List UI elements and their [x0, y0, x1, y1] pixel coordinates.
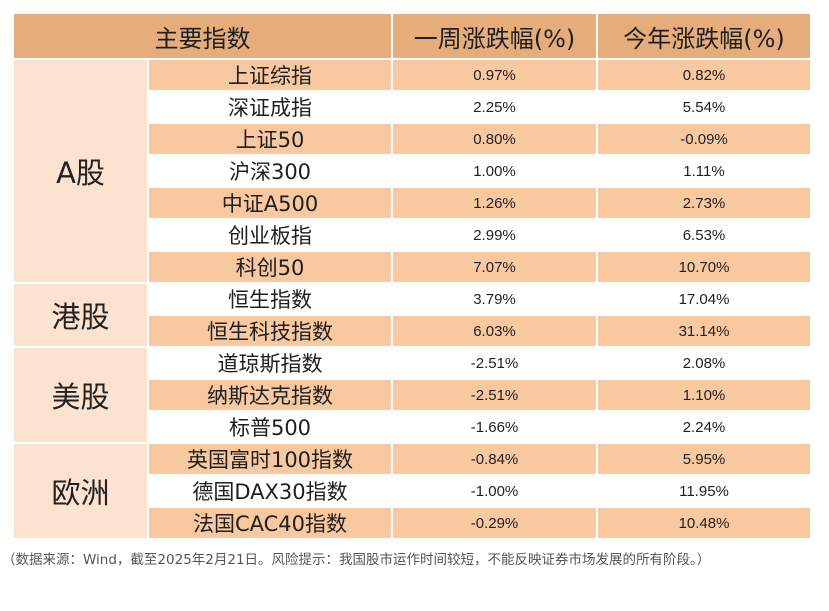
- ytd-change-cell: 1.11%: [597, 155, 812, 188]
- ytd-change-cell: -0.09%: [597, 123, 812, 156]
- index-name-cell: 上证综指: [148, 59, 393, 92]
- index-name-cell: 恒生科技指数: [148, 315, 393, 348]
- market-group-label: 欧洲: [14, 443, 149, 540]
- ytd-change-cell: 31.14%: [597, 315, 812, 348]
- market-group-label: 美股: [14, 347, 149, 444]
- ytd-change-cell: 2.24%: [597, 411, 812, 444]
- table-body: A股 上证综指 0.97% 0.82% 深证成指 2.25% 5.54% 上证50 0.80% -…: [14, 59, 812, 540]
- index-name-cell: 深证成指: [148, 91, 393, 124]
- market-group-label: A股: [14, 59, 149, 284]
- index-name-cell: 沪深300: [148, 155, 393, 188]
- weekly-change-cell: -0.84%: [392, 443, 598, 476]
- header-weekly-change: 一周涨跌幅(%): [392, 14, 598, 60]
- index-name-cell: 法国CAC40指数: [148, 507, 393, 540]
- table-row: 标普500 -1.66% 2.24%: [14, 411, 812, 444]
- index-name-cell: 标普500: [148, 411, 393, 444]
- index-name-cell: 纳斯达克指数: [148, 379, 393, 412]
- ytd-change-cell: 11.95%: [597, 475, 812, 508]
- ytd-change-cell: 0.82%: [597, 59, 812, 92]
- index-name-cell: 英国富时100指数: [148, 443, 393, 476]
- weekly-change-cell: -2.51%: [392, 347, 598, 380]
- weekly-change-cell: -2.51%: [392, 379, 598, 412]
- market-group-label: 港股: [14, 283, 149, 348]
- header-index: 主要指数: [14, 14, 393, 60]
- table-header-row: 主要指数 一周涨跌幅(%) 今年涨跌幅(%): [14, 14, 812, 60]
- ytd-change-cell: 2.73%: [597, 187, 812, 220]
- weekly-change-cell: -1.66%: [392, 411, 598, 444]
- index-performance-table: 主要指数 一周涨跌幅(%) 今年涨跌幅(%) A股 上证综指 0.97% 0.82% 深…: [14, 14, 812, 540]
- ytd-change-cell: 10.48%: [597, 507, 812, 540]
- table-row: 纳斯达克指数 -2.51% 1.10%: [14, 379, 812, 412]
- weekly-change-cell: 0.97%: [392, 59, 598, 92]
- ytd-change-cell: 2.08%: [597, 347, 812, 380]
- table-row: 恒生科技指数 6.03% 31.14%: [14, 315, 812, 348]
- table-row: A股 上证综指 0.97% 0.82%: [14, 59, 812, 284]
- footnote: （数据来源：Wind，截至2025年2月21日。风险提示：我国股市运作时间较短，…: [2, 552, 711, 568]
- index-name-cell: 创业板指: [148, 219, 393, 252]
- index-name-cell: 科创50: [148, 251, 393, 284]
- header-ytd-change: 今年涨跌幅(%): [597, 14, 812, 60]
- weekly-change-cell: 0.80%: [392, 123, 598, 156]
- table-row: 德国DAX30指数 -1.00% 11.95%: [14, 475, 812, 508]
- index-name-cell: 德国DAX30指数: [148, 475, 393, 508]
- table-row: 美股 道琼斯指数 -2.51% 2.08%: [14, 347, 812, 444]
- ytd-change-cell: 6.53%: [597, 219, 812, 252]
- index-name-cell: 上证50: [148, 123, 393, 156]
- table-row: 创业板指 2.99% 6.53%: [14, 219, 812, 252]
- table-row: 科创50 7.07% 10.70%: [14, 251, 812, 284]
- ytd-change-cell: 17.04%: [597, 283, 812, 316]
- ytd-change-cell: 10.70%: [597, 251, 812, 284]
- weekly-change-cell: 6.03%: [392, 315, 598, 348]
- table-row: 上证50 0.80% -0.09%: [14, 123, 812, 156]
- table-row: 法国CAC40指数 -0.29% 10.48%: [14, 507, 812, 540]
- weekly-change-cell: 7.07%: [392, 251, 598, 284]
- weekly-change-cell: -0.29%: [392, 507, 598, 540]
- table-row: 中证A500 1.26% 2.73%: [14, 187, 812, 220]
- weekly-change-cell: 3.79%: [392, 283, 598, 316]
- index-name-cell: 恒生指数: [148, 283, 393, 316]
- ytd-change-cell: 5.54%: [597, 91, 812, 124]
- index-name-cell: 道琼斯指数: [148, 347, 393, 380]
- ytd-change-cell: 1.10%: [597, 379, 812, 412]
- table-row: 深证成指 2.25% 5.54%: [14, 91, 812, 124]
- table-row: 港股 恒生指数 3.79% 17.04%: [14, 283, 812, 348]
- index-name-cell: 中证A500: [148, 187, 393, 220]
- table-row: 沪深300 1.00% 1.11%: [14, 155, 812, 188]
- index-performance-table-wrap: 主要指数 一周涨跌幅(%) 今年涨跌幅(%) A股 上证综指 0.97% 0.82% 深…: [14, 14, 812, 540]
- weekly-change-cell: 1.26%: [392, 187, 598, 220]
- weekly-change-cell: -1.00%: [392, 475, 598, 508]
- weekly-change-cell: 1.00%: [392, 155, 598, 188]
- ytd-change-cell: 5.95%: [597, 443, 812, 476]
- weekly-change-cell: 2.25%: [392, 91, 598, 124]
- weekly-change-cell: 2.99%: [392, 219, 598, 252]
- table-row: 欧洲 英国富时100指数 -0.84% 5.95%: [14, 443, 812, 540]
